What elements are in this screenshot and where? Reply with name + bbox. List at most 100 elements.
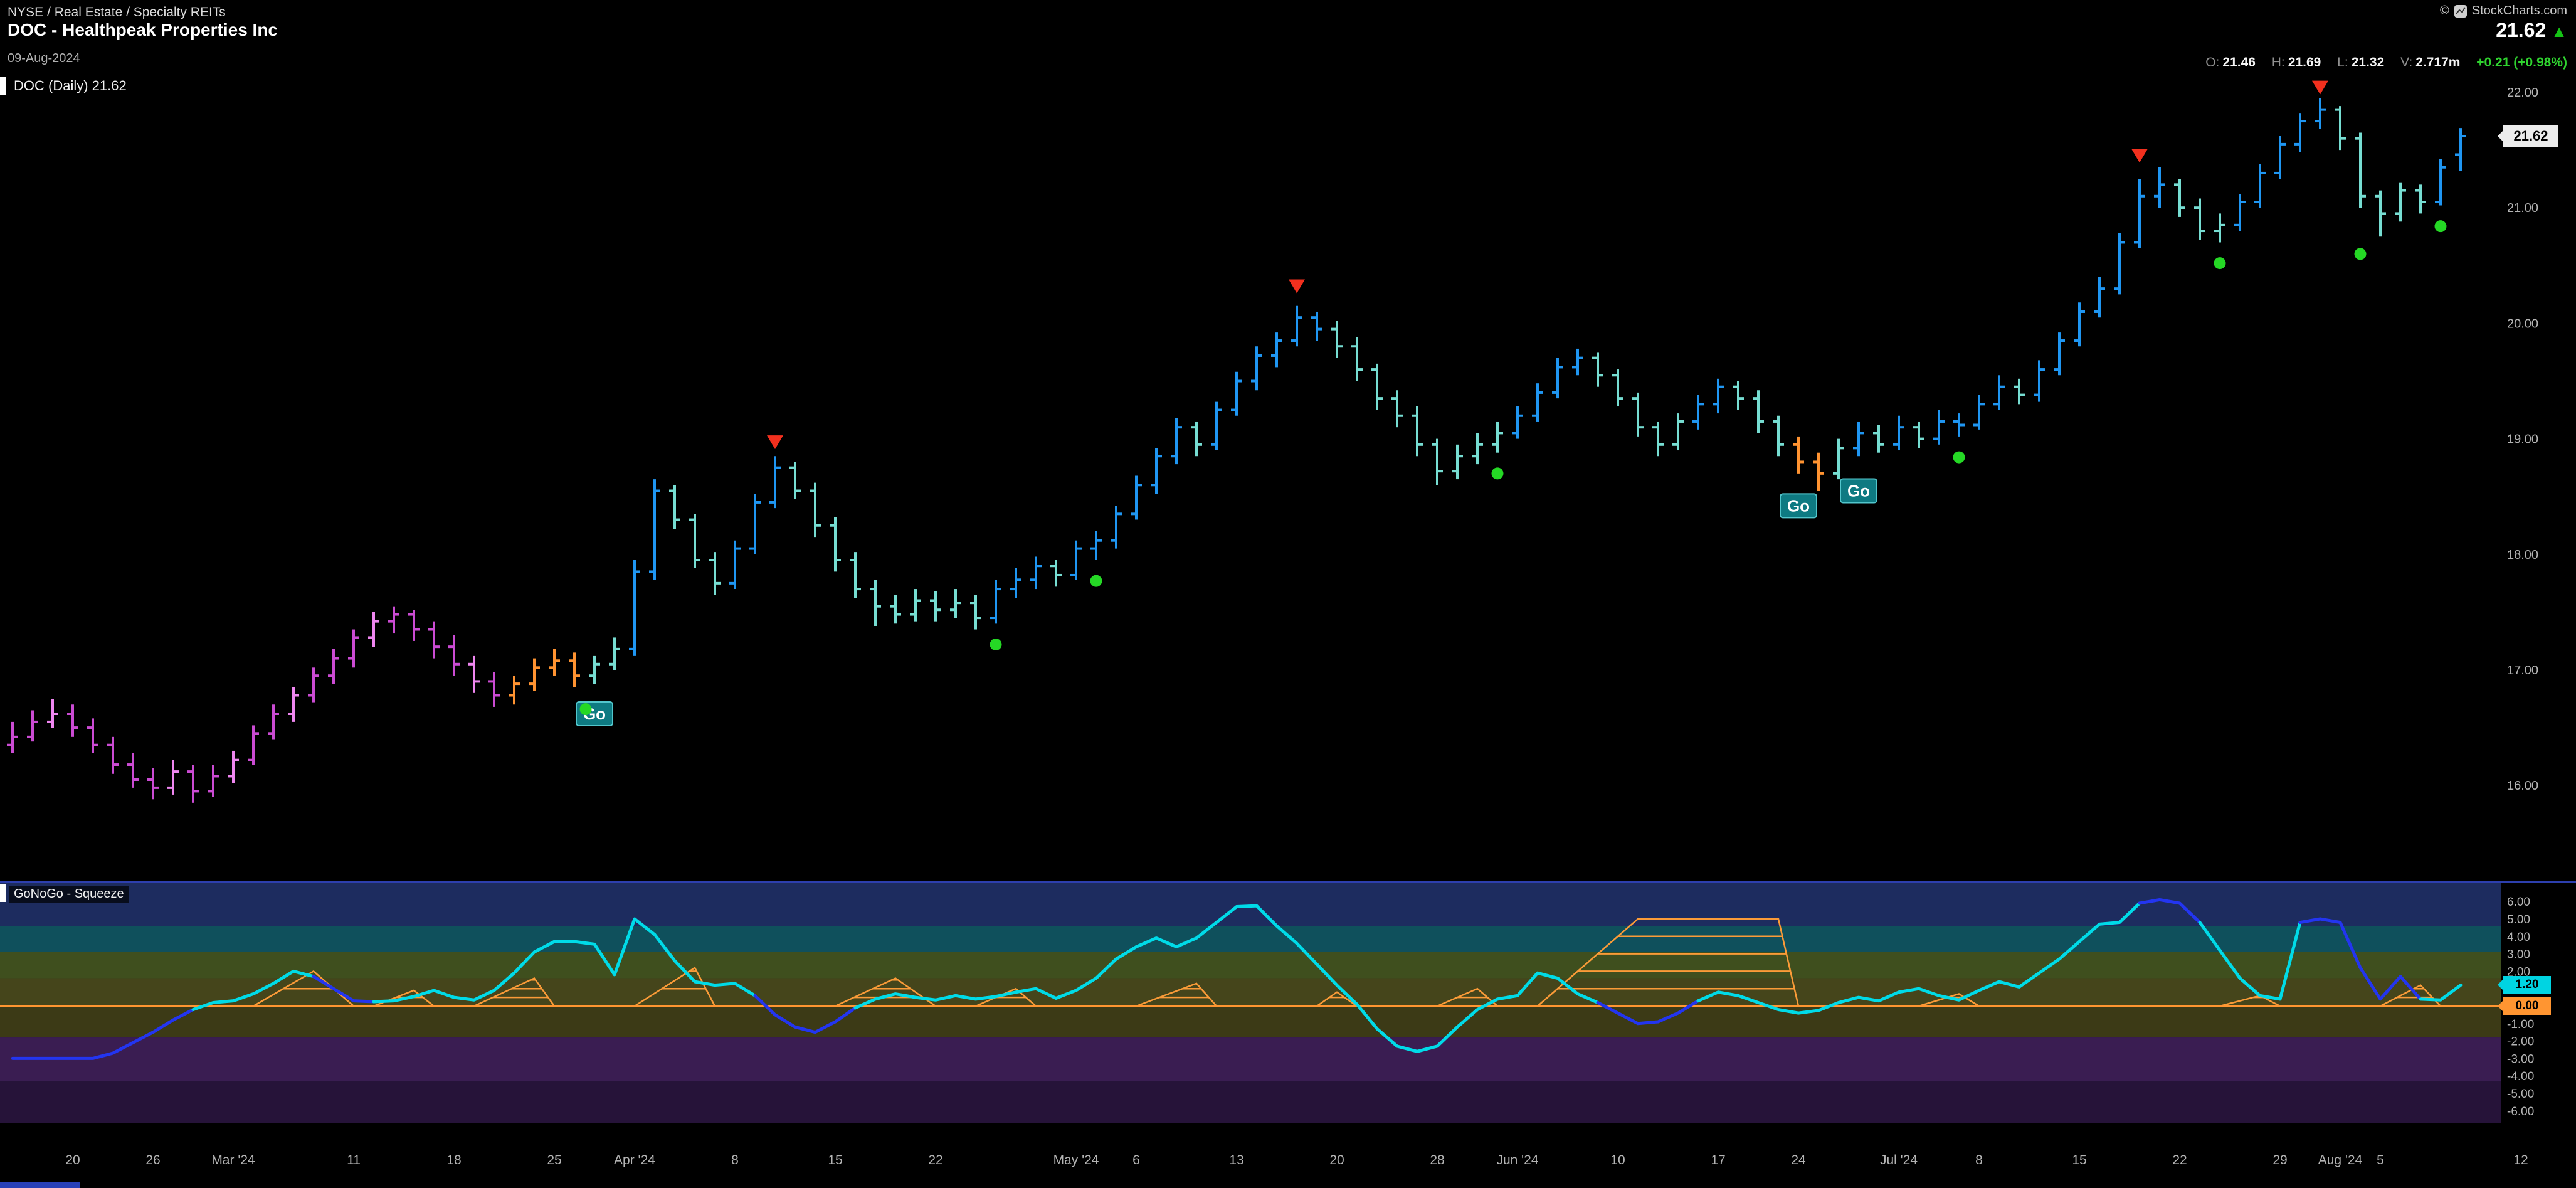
date-axis-label: 6 bbox=[1132, 1153, 1140, 1167]
stockcharts-credit: © StockCharts.com bbox=[2440, 4, 2567, 18]
volume-value: 2.717m bbox=[2415, 55, 2461, 70]
price-bar bbox=[1713, 378, 1724, 414]
price-bar bbox=[1773, 415, 1784, 457]
go-trend-continuation-dot bbox=[2434, 220, 2447, 233]
price-bar bbox=[348, 629, 359, 668]
price-bar bbox=[1612, 369, 1623, 407]
oscillator-line bbox=[2198, 921, 2302, 1001]
price-bar bbox=[1632, 392, 1644, 437]
date-axis-label: 8 bbox=[731, 1153, 739, 1167]
high-value: 21.69 bbox=[2288, 55, 2321, 70]
price-bar bbox=[228, 750, 239, 783]
go-signal-label: Go bbox=[1787, 496, 1810, 515]
price-bar bbox=[649, 479, 660, 580]
price-bar bbox=[2294, 113, 2306, 152]
open-value: 21.46 bbox=[2222, 55, 2256, 70]
price-bar bbox=[1331, 321, 1343, 358]
price-bar bbox=[1873, 425, 1884, 453]
squeeze-panel-marker bbox=[0, 884, 6, 902]
price-bar bbox=[1371, 363, 1383, 410]
up-arrow-icon: ▲ bbox=[2551, 22, 2567, 41]
price-bar bbox=[67, 704, 78, 737]
price-bar bbox=[1090, 531, 1102, 561]
oscillator-line bbox=[191, 969, 315, 1012]
date-axis-label: 10 bbox=[1610, 1153, 1625, 1167]
last-price-value: 21.62 bbox=[2496, 19, 2547, 41]
oscillator-line bbox=[853, 904, 1600, 1053]
price-bar bbox=[208, 765, 219, 797]
price-bar bbox=[810, 482, 821, 538]
main-panel-label: DOC (Daily) 21.62 bbox=[9, 77, 132, 95]
squeeze-band bbox=[0, 883, 2501, 926]
oscillator-line bbox=[2138, 898, 2202, 925]
date-axis-label: 22 bbox=[2172, 1153, 2187, 1167]
countertrend-correction-icon bbox=[2312, 80, 2328, 95]
oscillator-axis-label: -1.00 bbox=[2507, 1018, 2534, 1031]
price-bar bbox=[1251, 346, 1262, 391]
price-axis-label: 16.00 bbox=[2507, 779, 2538, 793]
date-axis-label: 26 bbox=[145, 1153, 160, 1167]
oscillator-line bbox=[1596, 999, 1700, 1026]
price-bar bbox=[468, 655, 480, 693]
date-axis-label: 15 bbox=[828, 1153, 842, 1167]
price-bar bbox=[509, 676, 520, 705]
price-bar bbox=[2134, 179, 2145, 248]
price-bar bbox=[1853, 421, 1864, 457]
date-axis-label: Apr '24 bbox=[614, 1153, 655, 1167]
oscillator-axis-label: 3.00 bbox=[2507, 948, 2530, 962]
price-bar bbox=[1412, 406, 1423, 457]
price-bar bbox=[1391, 390, 1403, 428]
price-bar bbox=[87, 718, 98, 753]
price-bar bbox=[2034, 360, 2045, 402]
price-bar bbox=[1131, 475, 1142, 520]
main-chart-plot-area[interactable] bbox=[0, 77, 2501, 882]
price-bar bbox=[2074, 302, 2085, 347]
squeeze-plot-area[interactable] bbox=[0, 883, 2501, 1123]
price-bar bbox=[729, 540, 741, 590]
go-trend-continuation-dot bbox=[990, 638, 1002, 650]
price-bar bbox=[1933, 410, 1945, 445]
price-bar bbox=[248, 725, 259, 765]
price-bar bbox=[1733, 381, 1744, 410]
oscillator-axis-label: 4.00 bbox=[2507, 931, 2530, 944]
price-bar bbox=[1231, 371, 1242, 416]
volume-label: V: bbox=[2400, 55, 2413, 70]
squeeze-fan bbox=[1136, 982, 1217, 1007]
price-bar bbox=[1070, 540, 1082, 580]
oscillator-line bbox=[1696, 901, 2141, 1015]
oscillator-line bbox=[11, 1008, 195, 1060]
price-bar bbox=[990, 580, 1001, 624]
price-bar bbox=[2455, 128, 2466, 171]
price-bar bbox=[2375, 190, 2386, 237]
last-price: 21.62 ▲ bbox=[2496, 19, 2567, 42]
price-bar bbox=[448, 635, 460, 676]
price-bar bbox=[1913, 421, 1924, 448]
date-axis-label: Jun '24 bbox=[1496, 1153, 1538, 1167]
price-bar bbox=[2214, 213, 2225, 243]
date-axis-label: Aug '24 bbox=[2318, 1153, 2363, 1167]
symbol-title: DOC - Healthpeak Properties Inc bbox=[8, 20, 278, 40]
price-bar bbox=[930, 591, 941, 622]
price-bar bbox=[870, 580, 881, 627]
date-axis-label: Jul '24 bbox=[1880, 1153, 1918, 1167]
price-bar bbox=[1552, 358, 1563, 399]
price-bar bbox=[1973, 395, 1985, 430]
date-axis-label: 20 bbox=[65, 1153, 80, 1167]
go-trend-continuation-dot bbox=[2354, 248, 2367, 260]
countertrend-correction-icon bbox=[1289, 279, 1305, 294]
price-bar bbox=[408, 610, 420, 641]
go-signal-label: Go bbox=[1847, 481, 1870, 500]
price-bar bbox=[1512, 406, 1523, 439]
price-bar bbox=[850, 552, 861, 598]
price-axis-label: 20.00 bbox=[2507, 317, 2538, 331]
price-bar bbox=[147, 768, 159, 800]
price-bar bbox=[1271, 332, 1282, 368]
go-trend-continuation-dot bbox=[2214, 257, 2226, 270]
price-bar bbox=[970, 595, 981, 630]
price-axis-label: 21.00 bbox=[2507, 201, 2538, 215]
go-trend-continuation-dot bbox=[1953, 451, 1965, 464]
price-bar bbox=[187, 765, 199, 803]
go-trend-continuation-dot bbox=[1090, 575, 1102, 587]
